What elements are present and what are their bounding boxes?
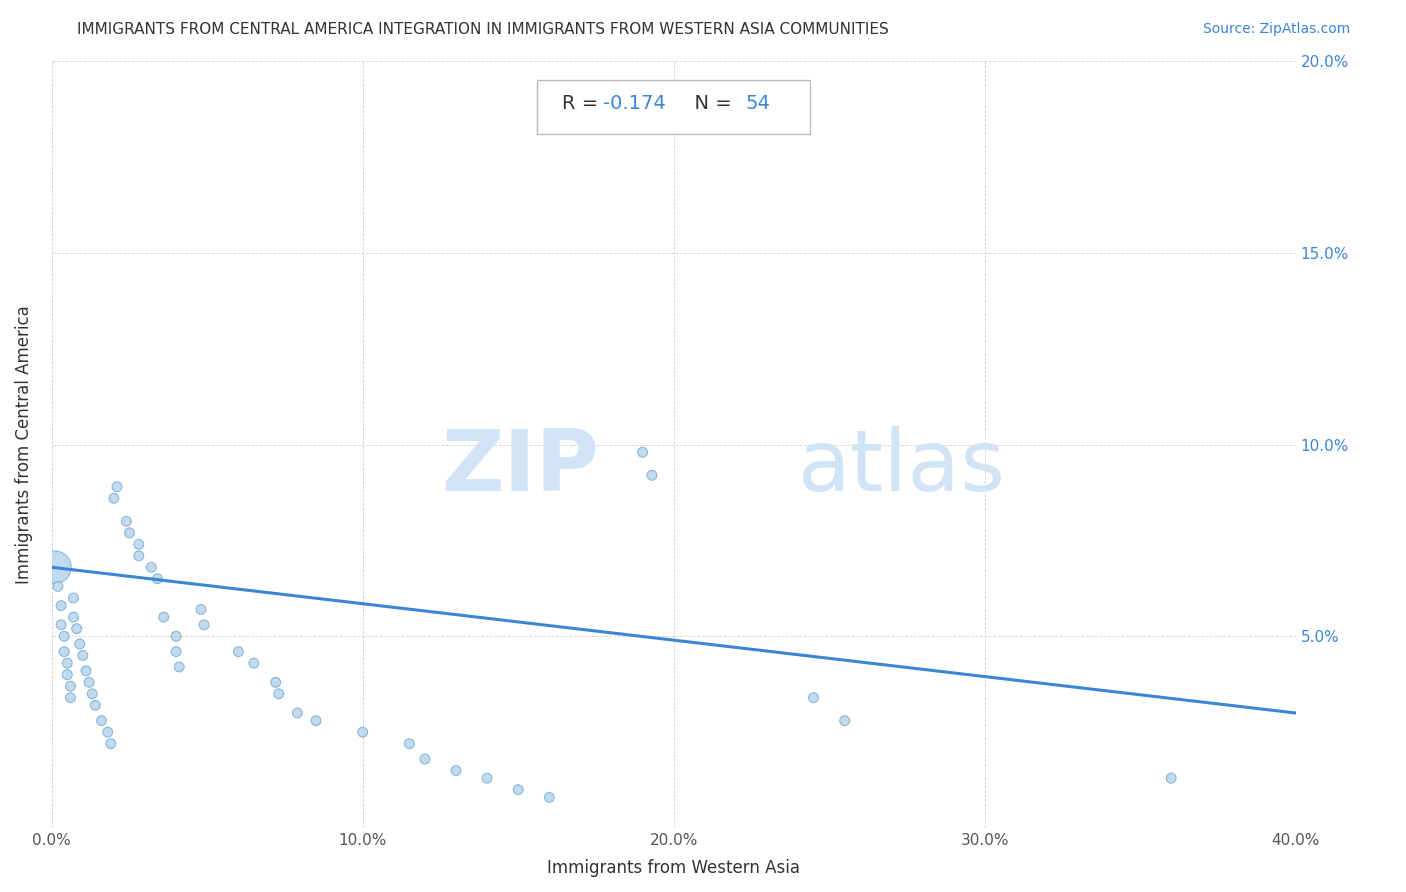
Point xyxy=(641,468,664,483)
Point xyxy=(167,660,190,674)
Point xyxy=(128,537,150,551)
Point xyxy=(53,645,76,659)
Point xyxy=(508,782,530,797)
Point xyxy=(631,445,654,459)
Point xyxy=(834,714,856,728)
Point xyxy=(56,667,79,681)
Point xyxy=(49,617,72,632)
Point xyxy=(84,698,107,713)
Point xyxy=(398,737,420,751)
Point xyxy=(77,675,100,690)
Point xyxy=(803,690,825,705)
Point xyxy=(49,599,72,613)
Point xyxy=(475,771,498,785)
Text: atlas: atlas xyxy=(799,426,1007,509)
Y-axis label: Immigrants from Central America: Immigrants from Central America xyxy=(15,305,32,584)
Point xyxy=(62,591,84,605)
Point xyxy=(267,687,290,701)
Point xyxy=(352,725,374,739)
Point xyxy=(193,617,215,632)
Point xyxy=(105,480,128,494)
Point xyxy=(56,656,79,670)
Point xyxy=(100,737,122,751)
X-axis label: Immigrants from Western Asia: Immigrants from Western Asia xyxy=(547,859,800,877)
Point xyxy=(46,579,69,593)
Point xyxy=(152,610,174,624)
Point xyxy=(97,725,120,739)
Text: Source: ZipAtlas.com: Source: ZipAtlas.com xyxy=(1202,22,1350,37)
Point xyxy=(103,491,125,506)
FancyBboxPatch shape xyxy=(537,80,810,134)
Text: R =: R = xyxy=(562,94,605,112)
Point xyxy=(59,679,82,693)
Point xyxy=(118,525,141,540)
Point xyxy=(444,764,467,778)
Point xyxy=(128,549,150,563)
Point xyxy=(165,629,187,643)
Point xyxy=(69,637,91,651)
Point xyxy=(82,687,104,701)
Point xyxy=(243,656,266,670)
Text: ZIP: ZIP xyxy=(441,426,599,509)
Point xyxy=(72,648,94,663)
Point xyxy=(146,572,169,586)
Point xyxy=(1160,771,1182,785)
Point xyxy=(287,706,309,720)
Point xyxy=(413,752,436,766)
Text: -0.174: -0.174 xyxy=(603,94,665,112)
Point xyxy=(65,622,87,636)
Point xyxy=(305,714,328,728)
Point xyxy=(75,664,97,678)
Point xyxy=(141,560,163,574)
Point xyxy=(115,514,138,528)
Point xyxy=(190,602,212,616)
Text: N =: N = xyxy=(682,94,738,112)
Point xyxy=(90,714,112,728)
Point xyxy=(228,645,250,659)
Point xyxy=(53,629,76,643)
Point xyxy=(59,690,82,705)
Point xyxy=(44,560,66,574)
Text: IMMIGRANTS FROM CENTRAL AMERICA INTEGRATION IN IMMIGRANTS FROM WESTERN ASIA COMM: IMMIGRANTS FROM CENTRAL AMERICA INTEGRAT… xyxy=(77,22,889,37)
Text: 54: 54 xyxy=(745,94,770,112)
Point xyxy=(62,610,84,624)
Point xyxy=(264,675,287,690)
Point xyxy=(538,790,561,805)
Point xyxy=(165,645,187,659)
